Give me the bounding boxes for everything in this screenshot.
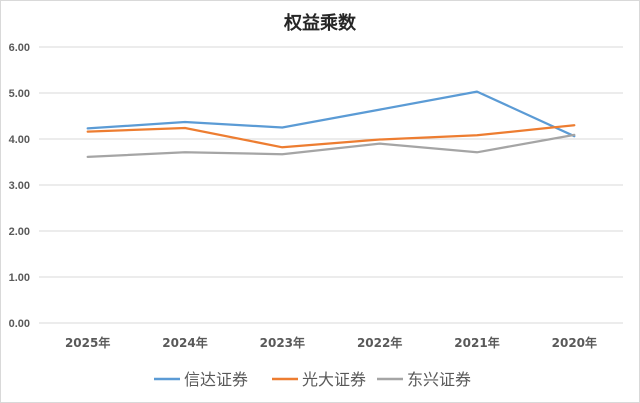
x-category-label: 2020年 <box>552 335 597 350</box>
series-lines <box>86 90 576 159</box>
x-category-label: 2021年 <box>454 335 499 350</box>
series-line-2 <box>86 133 576 159</box>
x-category-label: 2023年 <box>260 335 305 350</box>
y-tick-label: 1.00 <box>9 272 30 284</box>
y-tick-label: 3.00 <box>9 180 30 192</box>
legend-label: 光大证券 <box>302 370 366 389</box>
y-tick-label: 5.00 <box>9 88 30 100</box>
series-line-1 <box>86 124 576 149</box>
x-category-label: 2024年 <box>162 335 207 350</box>
y-tick-label: 2.00 <box>9 226 30 238</box>
x-axis-categories: 2025年 2024年 2023年 2022年 2021年 2020年 <box>65 335 597 350</box>
y-tick-label: 4.00 <box>9 134 30 146</box>
legend: 信达证券 光大证券 东兴证券 <box>154 370 471 389</box>
legend-label: 东兴证券 <box>407 370 471 389</box>
x-category-label: 2025年 <box>65 335 110 350</box>
y-tick-label: 0.00 <box>9 318 30 330</box>
chart-title: 权益乘数 <box>283 12 357 34</box>
x-category-label: 2022年 <box>357 335 402 350</box>
legend-label: 信达证券 <box>184 370 248 389</box>
series-line-0 <box>86 90 576 138</box>
y-tick-label: 6.00 <box>9 42 30 54</box>
gridlines <box>39 46 623 324</box>
y-axis-ticks: 0.00 1.00 2.00 3.00 4.00 5.00 6.00 <box>9 42 30 330</box>
